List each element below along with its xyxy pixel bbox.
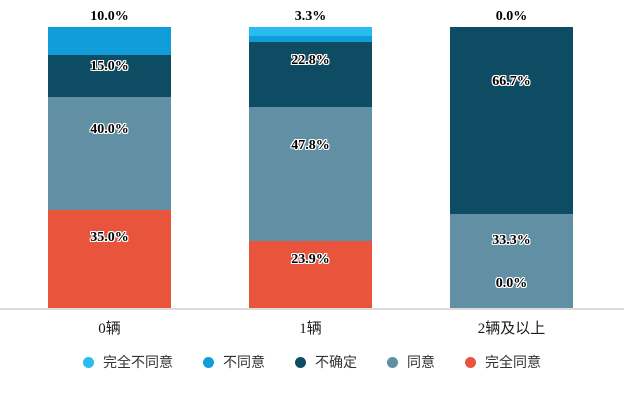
- bar-segment: [249, 27, 372, 37]
- value-label: 0.0%: [495, 276, 528, 291]
- value-label: 15.0%: [90, 58, 129, 74]
- legend-item: 完全不同意: [83, 352, 173, 372]
- legend-label: 同意: [407, 356, 435, 371]
- value-label: 40.0%: [90, 121, 129, 137]
- value-label: 66.7%: [492, 74, 531, 90]
- bar-column: 3.3% 22.8% 47.8% 23.9%: [249, 9, 372, 308]
- bar-segment: [48, 97, 171, 210]
- legend-dot-icon: [203, 356, 214, 368]
- value-label: 35.0%: [90, 230, 129, 246]
- x-axis-label: 1辆: [299, 321, 322, 337]
- bar-segment: [48, 55, 171, 98]
- legend-label: 不确定: [315, 356, 357, 371]
- value-label: 0.0%: [495, 9, 528, 24]
- legend-label: 完全不同意: [103, 356, 173, 371]
- bar-segment: [450, 27, 573, 215]
- legend-label: 不同意: [223, 356, 265, 371]
- legend-dot-icon: [83, 356, 94, 368]
- x-axis-label: 2辆及以上: [477, 321, 546, 337]
- legend-label: 完全同意: [485, 356, 541, 371]
- value-label: 3.3%: [294, 9, 327, 24]
- bar-segment: [48, 209, 171, 308]
- bar-segment: [249, 106, 372, 241]
- value-label: 23.9%: [291, 251, 330, 267]
- bar-segment: [450, 214, 573, 308]
- value-label: 47.8%: [291, 137, 330, 153]
- legend-dot-icon: [295, 356, 306, 368]
- value-label: 10.0%: [90, 9, 129, 24]
- legend-dot-icon: [465, 356, 476, 368]
- legend-item: 完全同意: [465, 352, 541, 372]
- value-label: 33.3%: [492, 233, 531, 249]
- bar-segment: [48, 27, 171, 56]
- bar-column: 0.0% 66.7% 33.3% 0.0%: [450, 9, 573, 308]
- legend-item: 不同意: [203, 352, 265, 372]
- bar-column: 10.0% 15.0% 40.0% 35.0%: [48, 9, 171, 308]
- bar-segment: [249, 240, 372, 308]
- bar-segment: [249, 36, 372, 43]
- bar-segment: [249, 42, 372, 107]
- legend-item: 不确定: [295, 352, 357, 372]
- legend-dot-icon: [387, 356, 398, 368]
- x-axis-line: [0, 308, 624, 310]
- legend-item: 同意: [387, 352, 435, 372]
- x-axis-label: 0辆: [98, 321, 121, 337]
- value-label: 22.8%: [291, 52, 330, 68]
- legend: 完全不同意 不同意 不确定 同意 完全同意: [0, 352, 624, 372]
